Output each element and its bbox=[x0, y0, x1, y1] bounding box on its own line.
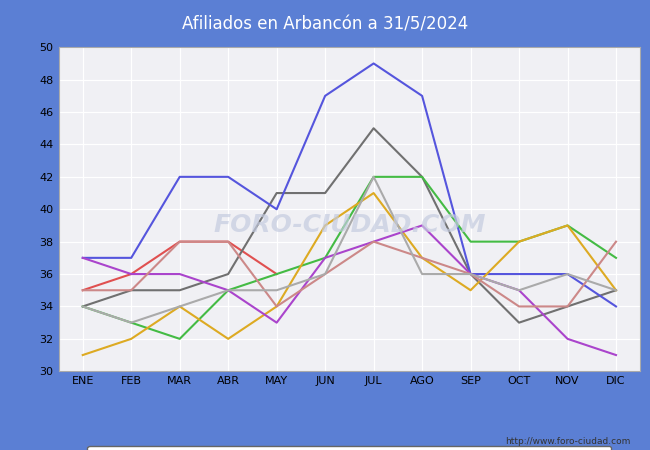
Text: Afiliados en Arbancón a 31/5/2024: Afiliados en Arbancón a 31/5/2024 bbox=[182, 16, 468, 34]
Text: FORO-CIUDAD.COM: FORO-CIUDAD.COM bbox=[213, 213, 486, 238]
Legend: 2024, 2023, 2022, 2021, 2020, 2019, 2018, 2017: 2024, 2023, 2022, 2021, 2020, 2019, 2018… bbox=[87, 446, 612, 450]
Text: http://www.foro-ciudad.com: http://www.foro-ciudad.com bbox=[505, 436, 630, 446]
